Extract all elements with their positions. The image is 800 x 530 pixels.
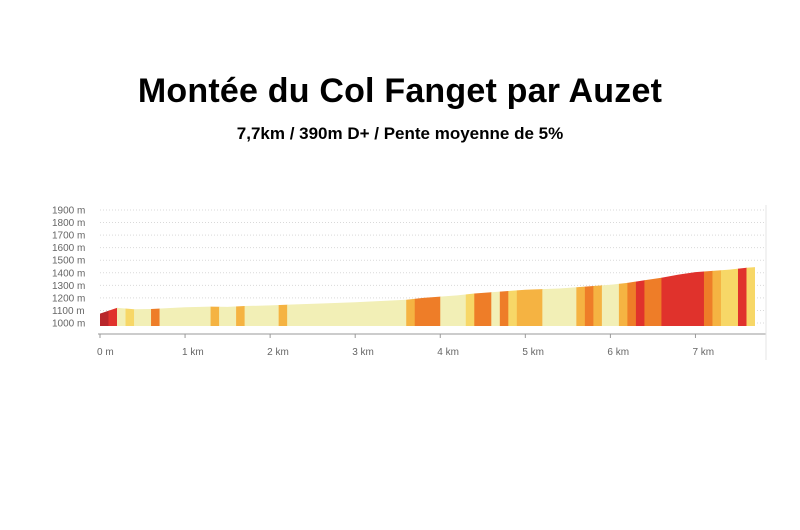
y-tick-label: 1600 m <box>52 243 85 254</box>
axes <box>98 205 767 360</box>
y-tick-label: 1800 m <box>52 218 85 229</box>
gradient-segment <box>465 267 475 326</box>
gradient-segment <box>499 267 509 326</box>
gradient-segment <box>593 267 603 326</box>
y-tick-label: 1900 m <box>52 206 85 217</box>
y-tick-label: 1000 m <box>52 319 85 330</box>
gradient-segment <box>712 267 722 326</box>
x-tick-label: 2 km <box>267 347 289 358</box>
gradient-segment <box>159 267 211 326</box>
gradient-segment <box>618 267 628 326</box>
x-tick-label: 4 km <box>437 347 459 358</box>
gradient-segment <box>151 267 160 326</box>
gradient-segment <box>737 267 747 326</box>
x-tick-label: 3 km <box>352 347 374 358</box>
gradient-segment <box>219 267 237 326</box>
x-tick-labels: 0 m 1 km 2 km 3 km 4 km 5 km 6 km 7 km <box>97 334 714 358</box>
gradient-segment <box>627 267 637 326</box>
y-tick-label: 1400 m <box>52 268 85 279</box>
gradient-segment <box>406 267 416 326</box>
chart-title: Montée du Col Fanget par Auzet <box>137 72 663 110</box>
gradient-segment <box>584 267 594 326</box>
gradient-segment <box>576 267 586 326</box>
y-tick-label: 1300 m <box>52 281 85 292</box>
gradient-segment <box>746 267 755 326</box>
gradient-segment <box>661 267 705 326</box>
gradient-segment <box>703 267 713 326</box>
gradient-segment <box>100 267 109 326</box>
chart-subtitle: 7,7km / 390m D+ / Pente moyenne de 5% <box>236 124 564 143</box>
elevation-profile-chart: 1900 m 1800 m 1700 m 1600 m 1500 m 1400 m 1300… <box>0 190 800 370</box>
x-tick-label: 0 m <box>97 347 114 358</box>
gradient-segment <box>635 267 645 326</box>
gradient-segment <box>236 267 246 326</box>
gradient-segment <box>244 267 280 326</box>
y-tick-label: 1200 m <box>52 293 85 304</box>
x-tick-label: 7 km <box>692 347 714 358</box>
x-tick-label: 6 km <box>607 347 629 358</box>
gradient-segment <box>720 267 739 326</box>
gradient-segment <box>508 267 518 326</box>
y-tick-label: 1500 m <box>52 256 85 267</box>
y-tick-label: 1100 m <box>52 306 85 317</box>
x-tick-label: 5 km <box>522 347 544 358</box>
x-tick-label: 1 km <box>182 347 204 358</box>
gradient-segment <box>474 267 492 326</box>
y-tick-label: 1700 m <box>52 231 85 242</box>
gradient-segment <box>491 267 501 326</box>
gradient-segment <box>440 267 467 326</box>
gradient-segment <box>644 267 662 326</box>
